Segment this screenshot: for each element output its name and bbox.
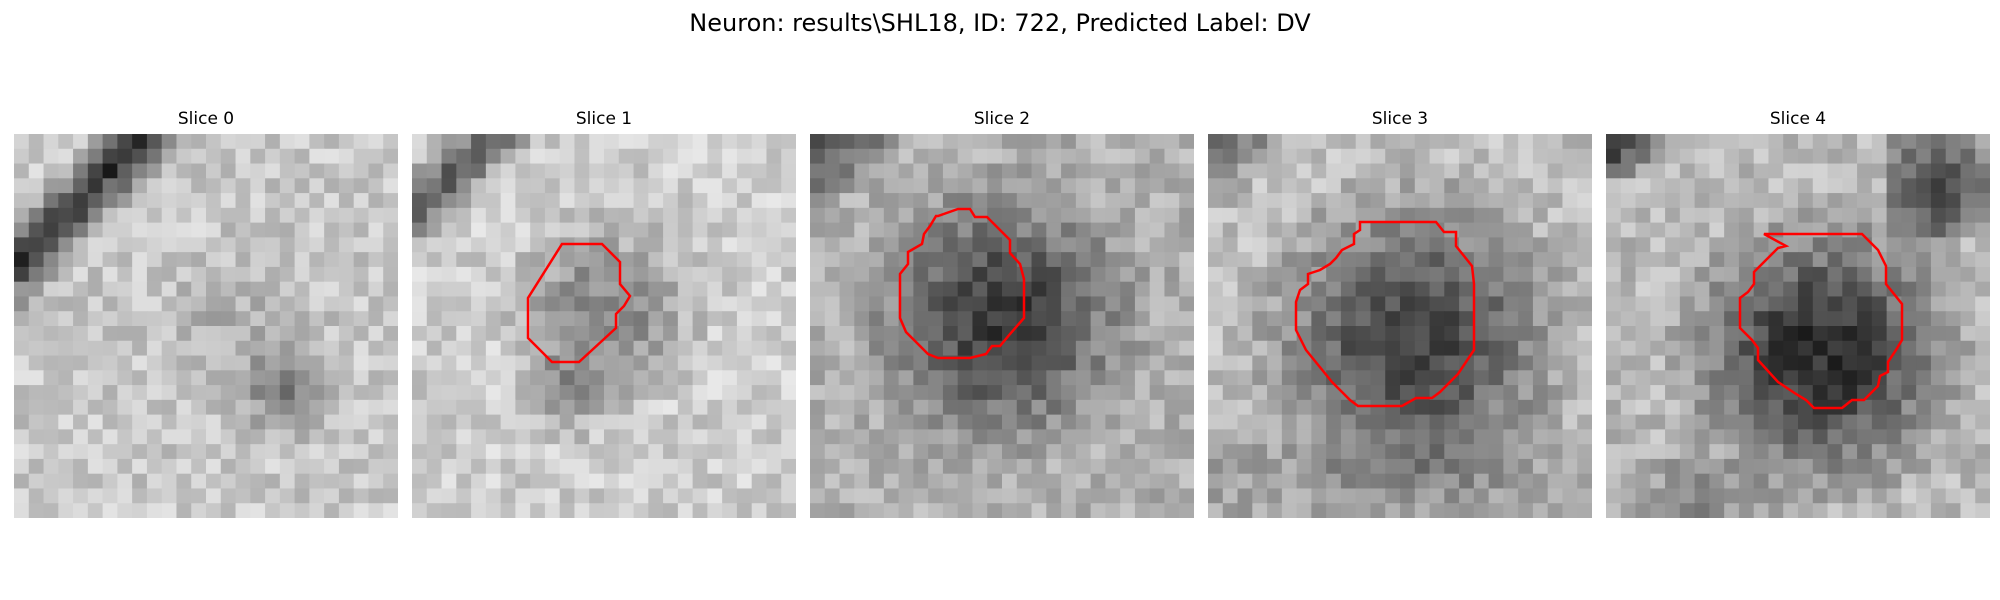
slice-title-3: Slice 3 bbox=[1371, 109, 1429, 129]
slice-pixels-1 bbox=[412, 134, 796, 518]
slice-pixels-2 bbox=[810, 134, 1194, 518]
roi-contour-2 bbox=[898, 207, 1026, 360]
slice-image-4 bbox=[1606, 134, 1990, 518]
roi-contour-4 bbox=[1738, 232, 1904, 410]
slice-image-1 bbox=[412, 134, 796, 518]
slice-title-0: Slice 0 bbox=[177, 109, 235, 129]
slice-title-1: Slice 1 bbox=[575, 109, 633, 129]
slice-panel-3: Slice 3 bbox=[1208, 108, 1592, 518]
slice-image-0 bbox=[14, 134, 398, 518]
roi-contour-3 bbox=[1294, 220, 1476, 408]
figure-title: Neuron: results\SHL18, ID: 722, Predicte… bbox=[689, 9, 1311, 37]
slice-pixels-0 bbox=[14, 134, 398, 518]
slice-panel-1: Slice 1 bbox=[412, 108, 796, 518]
slice-panel-2: Slice 2 bbox=[810, 108, 1194, 518]
slice-title-4: Slice 4 bbox=[1769, 109, 1827, 129]
slice-image-3 bbox=[1208, 134, 1592, 518]
slice-title-2: Slice 2 bbox=[973, 109, 1031, 129]
slice-pixels-3 bbox=[1208, 134, 1592, 518]
slice-image-2 bbox=[810, 134, 1194, 518]
slice-pixels-4 bbox=[1606, 134, 1990, 518]
slice-panel-0: Slice 0 bbox=[14, 108, 398, 518]
roi-contour-1 bbox=[526, 242, 632, 364]
slice-panel-4: Slice 4 bbox=[1606, 108, 1990, 518]
